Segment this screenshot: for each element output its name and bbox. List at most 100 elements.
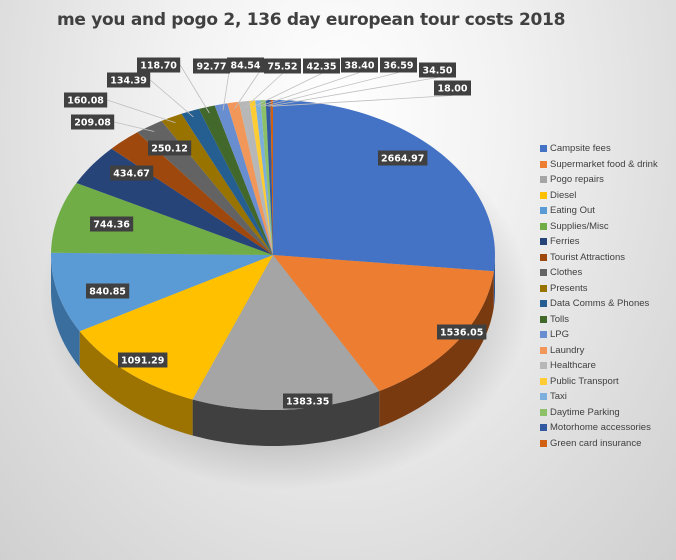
svg-text:1536.05: 1536.05 [440,328,483,339]
leader-line [271,95,453,107]
pie-slice-motorhome-accessories[interactable] [265,100,273,255]
pie-slice-daytime-parking[interactable] [260,100,273,256]
data-label: 2664.97 [378,150,428,166]
leader-line [244,73,283,108]
legend-item[interactable]: Laundry [540,343,676,359]
pie-slice-tourist-attractions[interactable] [111,132,273,255]
legend-label: Presents [550,282,588,294]
svg-text:160.08: 160.08 [67,96,104,107]
legend-swatch-icon [540,160,547,168]
pie-slice-supermarket-food-drink[interactable] [273,255,494,392]
pie-slices [51,100,495,410]
legend-label: Tolls [550,313,570,325]
legend-label: Daytime Parking [550,406,620,418]
data-label: 92.77 [193,58,230,74]
svg-text:1383.35: 1383.35 [286,397,329,408]
legend-label: Ferries [550,236,580,248]
legend-label: Supermarket food & drink [550,158,658,170]
legend-item[interactable]: Presents [540,281,676,297]
pie-side-1 [379,271,494,428]
legend-item[interactable]: Supplies/Misc [540,219,676,235]
legend-item[interactable]: Public Transport [540,374,676,390]
legend-item[interactable]: Tolls [540,312,676,328]
svg-text:75.52: 75.52 [267,62,297,73]
leader-line [114,121,155,132]
svg-text:36.59: 36.59 [383,61,413,72]
pie-side-4 [51,255,80,368]
legend-label: Eating Out [550,205,595,217]
pie-slice-pogo-repairs[interactable] [192,255,380,410]
legend-swatch-icon [540,408,547,416]
pie-slice-public-transport[interactable] [249,100,273,256]
legend-swatch-icon [540,331,547,339]
legend-item[interactable]: Campsite fees [540,141,676,157]
svg-text:42.35: 42.35 [306,62,336,73]
pie-slice-taxi[interactable] [255,100,273,256]
data-label: 75.52 [264,58,301,74]
data-label: 38.40 [341,57,378,73]
pie-slice-lpg[interactable] [214,103,273,256]
legend-label: Laundry [550,344,585,356]
leader-line [263,72,399,107]
data-label: 1091.29 [118,352,168,368]
pie-slice-eating-out[interactable] [51,252,274,332]
data-label: 434.67 [110,165,154,181]
data-label: 250.12 [148,140,192,156]
legend-item[interactable]: Eating Out [540,203,676,219]
leader-line [179,64,210,114]
data-label: 42.35 [303,58,340,74]
pie-side-0 [493,255,495,308]
pie-slice-green-card-insurance[interactable] [270,100,273,255]
svg-text:209.08: 209.08 [74,118,111,129]
legend-item[interactable]: Clothes [540,265,676,281]
pie-slice-tolls[interactable] [198,105,273,255]
legend-swatch-icon [540,346,547,354]
svg-text:134.39: 134.39 [110,76,147,87]
pie-side-3 [79,331,193,436]
legend-item[interactable]: Ferries [540,234,676,250]
leader-line [149,79,194,118]
legend-item[interactable]: Daytime Parking [540,405,676,421]
legend-label: Clothes [550,267,583,279]
legend-swatch-icon [540,145,547,153]
svg-text:744.36: 744.36 [93,220,130,231]
pie-slice-campsite-fees[interactable] [273,100,495,272]
legend-label: Healthcare [550,360,596,372]
svg-text:2664.97: 2664.97 [381,154,424,165]
svg-text:18.00: 18.00 [437,84,467,95]
legend-swatch-icon [540,191,547,199]
leader-lines [107,64,453,132]
pie-slice-data-comms-phones[interactable] [181,108,273,255]
data-label: 18.00 [434,80,471,96]
svg-text:38.40: 38.40 [344,61,374,72]
legend-swatch-icon [540,300,547,308]
pie-slice-supplies-misc[interactable] [51,183,273,255]
legend-item[interactable]: Diesel [540,188,676,204]
legend-label: Tourist Attractions [550,251,625,263]
data-label: 160.08 [64,92,108,108]
legend-item[interactable]: Data Comms & Phones [540,296,676,312]
legend-swatch-icon [540,362,547,370]
legend-item[interactable]: Tourist Attractions [540,250,676,266]
legend-swatch-icon [540,393,547,401]
legend-item[interactable]: Taxi [540,389,676,405]
legend-item[interactable]: Healthcare [540,358,676,374]
data-label: 744.36 [90,216,134,232]
svg-text:250.12: 250.12 [151,144,188,155]
svg-text:92.77: 92.77 [196,62,226,73]
legend-swatch-icon [540,439,547,447]
legend-item[interactable]: LPG [540,327,676,343]
legend-label: Pogo repairs [550,174,604,186]
leader-line [252,73,322,108]
svg-text:1091.29: 1091.29 [121,356,164,367]
legend-item[interactable]: Motorhome accessories [540,420,676,436]
svg-text:840.85: 840.85 [89,287,126,298]
legend-swatch-icon [540,269,547,277]
pie-slice-healthcare[interactable] [238,100,273,255]
legend-item[interactable]: Pogo repairs [540,172,676,188]
legend-item[interactable]: Supermarket food & drink [540,157,676,173]
svg-text:118.70: 118.70 [140,61,177,72]
pie-slice-laundry[interactable] [227,101,273,255]
legend-item[interactable]: Green card insurance [540,436,676,452]
